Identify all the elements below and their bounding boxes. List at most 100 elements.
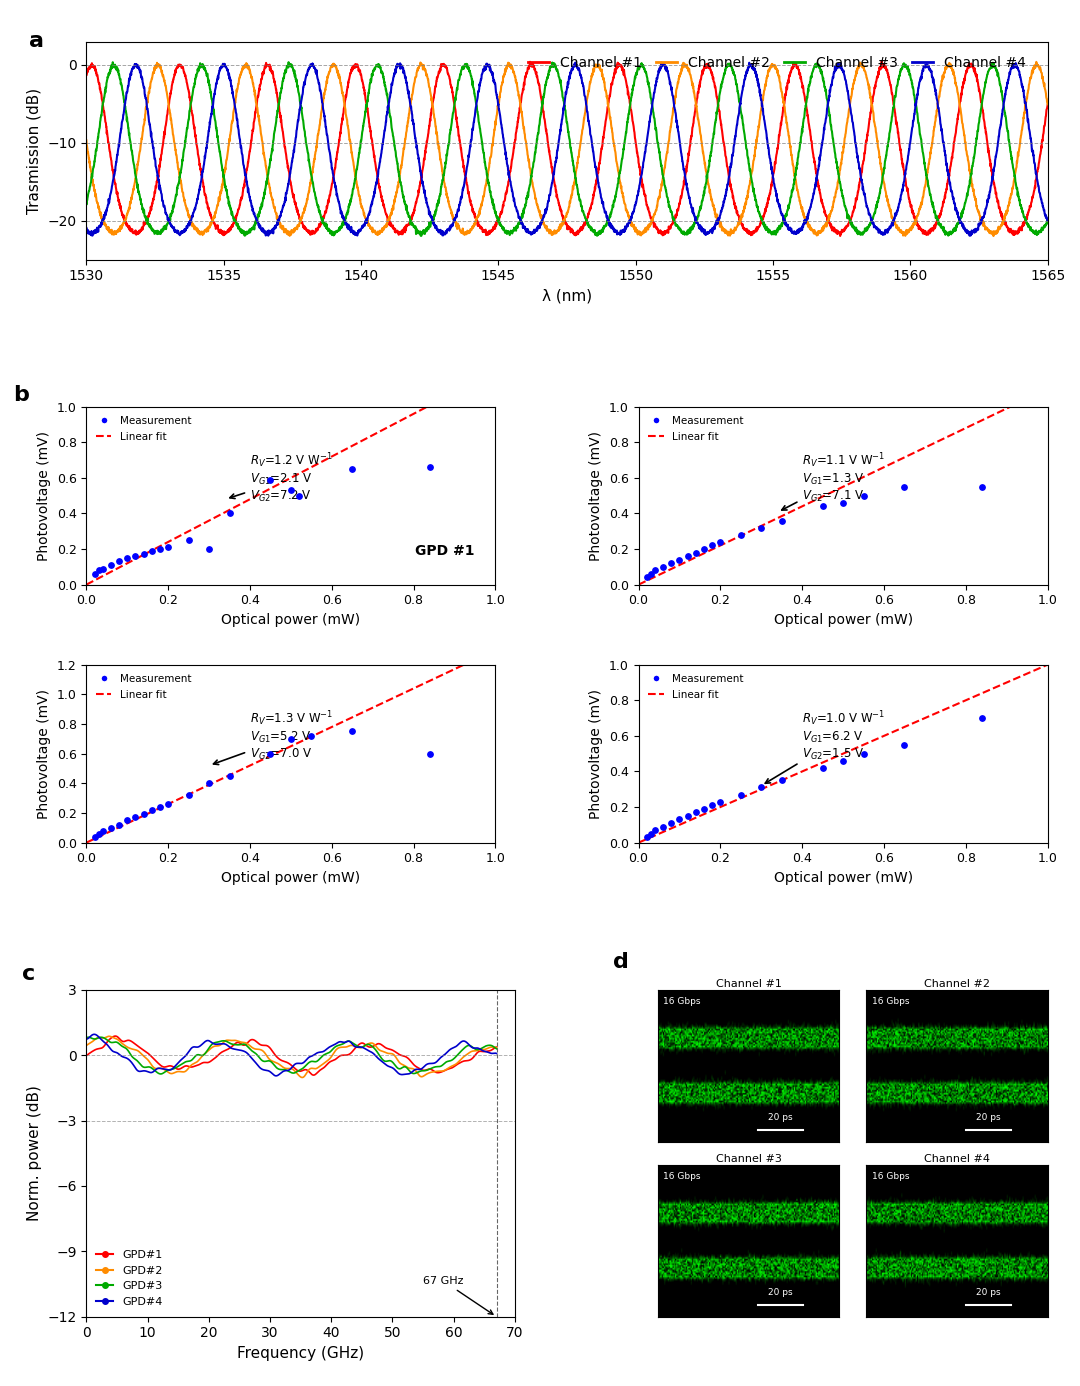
- Y-axis label: Norm. power (dB): Norm. power (dB): [27, 1085, 42, 1221]
- Text: 16 Gbps: 16 Gbps: [663, 998, 701, 1006]
- Measurement: [421, 743, 438, 765]
- Measurement: [732, 783, 750, 805]
- Channel #3: [282, 54, 295, 71]
- Measurement: [86, 563, 104, 585]
- Linear fit: [456, 657, 469, 674]
- Line: Channel #2: Channel #2: [86, 62, 1048, 236]
- Linear fit: [876, 460, 889, 477]
- Measurement: [646, 560, 663, 582]
- Measurement: [291, 485, 308, 507]
- GPD#1: [363, 1038, 376, 1055]
- X-axis label: Optical power (mW): Optical power (mW): [221, 870, 361, 884]
- Channel #1: [834, 227, 847, 244]
- GPD#3: [401, 1060, 414, 1077]
- Measurement: [90, 823, 107, 845]
- Line: Linear fit: Linear fit: [86, 371, 496, 585]
- Measurement: [135, 804, 152, 826]
- Channel #1: [428, 89, 441, 105]
- Measurement: [144, 798, 161, 821]
- Channel #4: [650, 71, 663, 87]
- Channel #4: [569, 54, 582, 71]
- GPD#1: [401, 1049, 414, 1066]
- Measurement: [119, 809, 136, 832]
- Channel #3: [968, 148, 981, 165]
- Measurement: [679, 805, 697, 827]
- Text: GPD #1: GPD #1: [416, 543, 475, 559]
- Channel #2: [80, 132, 93, 148]
- Channel #1: [281, 152, 294, 169]
- Measurement: [895, 733, 913, 755]
- Linear fit: [842, 743, 855, 760]
- Linear fit: [489, 363, 502, 380]
- Line: Channel #1: Channel #1: [86, 61, 1048, 236]
- X-axis label: λ (nm): λ (nm): [542, 288, 592, 304]
- GPD#2: [490, 1040, 503, 1056]
- Measurement: [712, 790, 729, 812]
- GPD#4: [80, 1031, 93, 1048]
- Measurement: [282, 480, 299, 502]
- Measurement: [94, 819, 111, 841]
- Line: Channel #3: Channel #3: [86, 62, 1048, 236]
- Linear fit: [159, 797, 172, 814]
- Channel #2: [690, 104, 703, 121]
- Linear fit: [876, 728, 889, 744]
- Channel #3: [1041, 212, 1054, 229]
- Measurement: [126, 545, 144, 567]
- Title: Channel #1: Channel #1: [716, 979, 782, 990]
- Channel #2: [967, 183, 980, 200]
- Channel #3: [428, 207, 441, 223]
- Linear fit: [711, 800, 724, 816]
- Channel #2: [428, 105, 441, 122]
- Text: a: a: [29, 30, 43, 51]
- Measurement: [343, 457, 361, 480]
- Text: $R_V$=1.3 V W$^{-1}$
$V_{G1}$=5.2 V
$V_{G2}$=7.0 V: $R_V$=1.3 V W$^{-1}$ $V_{G1}$=5.2 V $V_{…: [214, 710, 334, 765]
- Linear fit: [175, 527, 188, 543]
- Legend: GPD#1, GPD#2, GPD#3, GPD#4: GPD#1, GPD#2, GPD#3, GPD#4: [92, 1246, 166, 1311]
- GPD#1: [490, 1038, 503, 1055]
- Text: 16 Gbps: 16 Gbps: [663, 1173, 701, 1181]
- Legend: Measurement, Linear fit: Measurement, Linear fit: [644, 412, 747, 446]
- Measurement: [103, 554, 120, 577]
- Linear fit: [1021, 665, 1034, 682]
- Measurement: [973, 707, 990, 729]
- GPD#3: [154, 1066, 167, 1082]
- Linear fit: [159, 535, 172, 552]
- Measurement: [773, 510, 791, 532]
- Measurement: [119, 547, 136, 570]
- Measurement: [103, 816, 120, 839]
- Title: Channel #4: Channel #4: [924, 1155, 990, 1164]
- Measurement: [679, 545, 697, 567]
- Measurement: [638, 826, 656, 848]
- GPD#1: [408, 1058, 421, 1074]
- Text: d: d: [612, 952, 629, 972]
- Channel #2: [281, 226, 294, 243]
- Measurement: [151, 796, 168, 818]
- Channel #2: [1041, 96, 1054, 112]
- Linear fit: [469, 374, 482, 391]
- Channel #1: [534, 82, 546, 98]
- Linear fit: [1041, 381, 1054, 398]
- Channel #3: [651, 132, 664, 148]
- GPD#4: [261, 1062, 274, 1078]
- Text: $R_V$=1.0 V W$^{-1}$
$V_{G1}$=6.2 V
$V_{G2}$=1.5 V: $R_V$=1.0 V W$^{-1}$ $V_{G1}$=6.2 V $V_{…: [766, 710, 886, 783]
- Line: GPD#2: GPD#2: [86, 1037, 497, 1077]
- Line: Channel #4: Channel #4: [86, 62, 1048, 236]
- Measurement: [643, 823, 660, 845]
- Measurement: [180, 784, 198, 807]
- Channel #2: [987, 227, 1000, 244]
- Channel #3: [591, 227, 604, 244]
- GPD#2: [122, 1040, 135, 1056]
- Measurement: [90, 560, 107, 582]
- Linear fit: [1008, 396, 1021, 413]
- Linear fit: [291, 735, 303, 751]
- Linear fit: [324, 719, 337, 736]
- Line: Linear fit: Linear fit: [638, 665, 1048, 843]
- Measurement: [261, 468, 279, 491]
- GPD#4: [246, 1051, 259, 1067]
- Measurement: [201, 772, 218, 794]
- Legend: Measurement, Linear fit: Measurement, Linear fit: [92, 669, 195, 704]
- Channel #4: [968, 223, 981, 240]
- Linear fit: [291, 466, 303, 482]
- Linear fit: [175, 790, 188, 807]
- Measurement: [282, 728, 299, 750]
